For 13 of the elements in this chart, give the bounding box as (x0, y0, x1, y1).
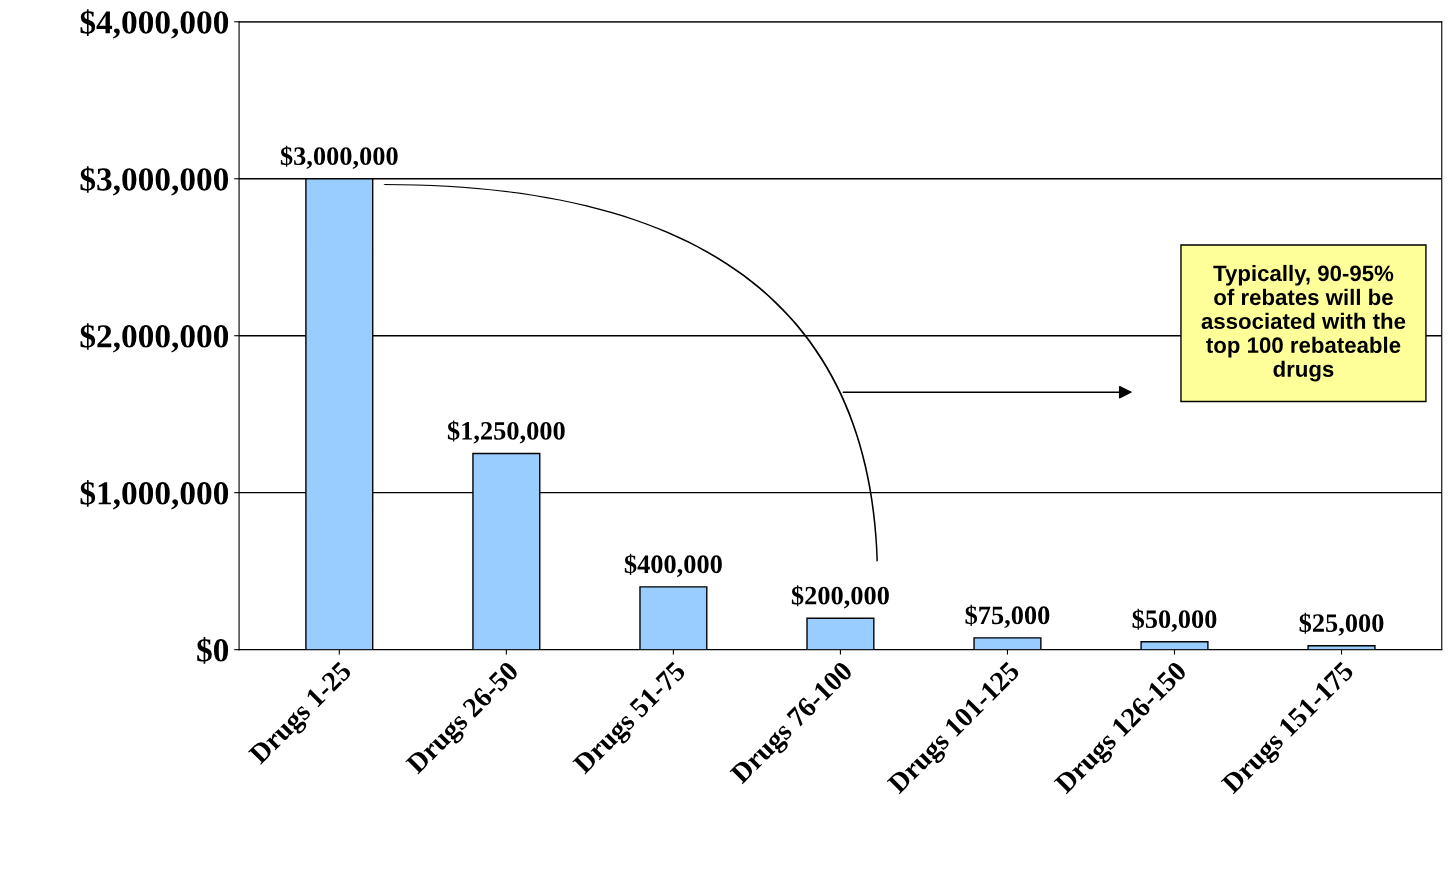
y-tick-label: $4,000,000 (80, 9, 229, 39)
data-label: $1,250,000 (447, 420, 565, 444)
y-tick-label: $2,000,000 (80, 323, 229, 353)
data-label: $50,000 (1132, 608, 1217, 632)
data-label: $25,000 (1299, 612, 1384, 636)
data-label: $3,000,000 (280, 145, 398, 169)
y-tick-label: $3,000,000 (80, 166, 229, 196)
data-label: $200,000 (791, 585, 889, 609)
annotation: Typically, 90-95% of rebates will be associated with the top 100 rebateable drugs (1201, 264, 1406, 382)
y-tick-label: $1,000,000 (80, 480, 229, 510)
y-tick-label: $0 (197, 637, 229, 664)
data-label: $75,000 (965, 604, 1050, 628)
data-label: $400,000 (624, 553, 722, 577)
